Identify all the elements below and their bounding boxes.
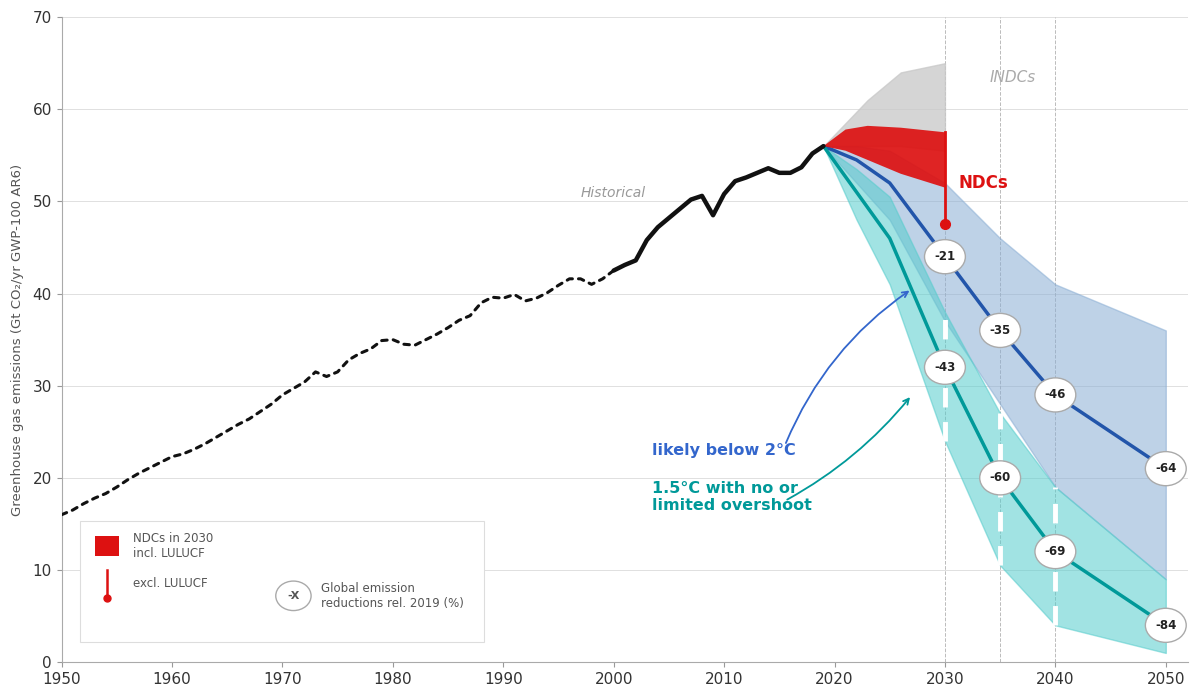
- Text: -84: -84: [1156, 619, 1176, 632]
- Text: NDCs: NDCs: [958, 174, 1008, 191]
- Text: -46: -46: [1045, 388, 1066, 401]
- Circle shape: [276, 581, 311, 611]
- Text: -64: -64: [1156, 462, 1176, 475]
- Circle shape: [979, 461, 1020, 495]
- Text: -43: -43: [935, 361, 955, 374]
- Text: likely below 2°C: likely below 2°C: [653, 443, 796, 458]
- Circle shape: [979, 313, 1020, 348]
- Text: Historical: Historical: [581, 186, 646, 200]
- Text: -X: -X: [287, 591, 300, 601]
- Text: NDCs in 2030
incl. LULUCF: NDCs in 2030 incl. LULUCF: [133, 532, 214, 560]
- Text: excl. LULUCF: excl. LULUCF: [133, 577, 208, 591]
- Text: Global emission
reductions rel. 2019 (%): Global emission reductions rel. 2019 (%): [322, 582, 464, 610]
- Y-axis label: Greenhouse gas emissions (Gt CO₂/yr GWP-100 AR6): Greenhouse gas emissions (Gt CO₂/yr GWP-…: [11, 163, 24, 516]
- Circle shape: [1145, 452, 1187, 486]
- Text: 1.5°C with no or
limited overshoot: 1.5°C with no or limited overshoot: [653, 481, 812, 513]
- Text: -21: -21: [935, 250, 955, 263]
- Circle shape: [1034, 535, 1075, 569]
- Circle shape: [1145, 608, 1187, 642]
- Text: -60: -60: [990, 471, 1010, 484]
- Text: -69: -69: [1045, 545, 1066, 558]
- Circle shape: [924, 239, 965, 274]
- Text: -35: -35: [990, 324, 1010, 337]
- Circle shape: [1034, 378, 1075, 412]
- Bar: [95, 536, 119, 556]
- Text: INDCs: INDCs: [989, 70, 1036, 84]
- Polygon shape: [823, 126, 944, 188]
- FancyBboxPatch shape: [80, 521, 485, 642]
- Circle shape: [924, 350, 965, 385]
